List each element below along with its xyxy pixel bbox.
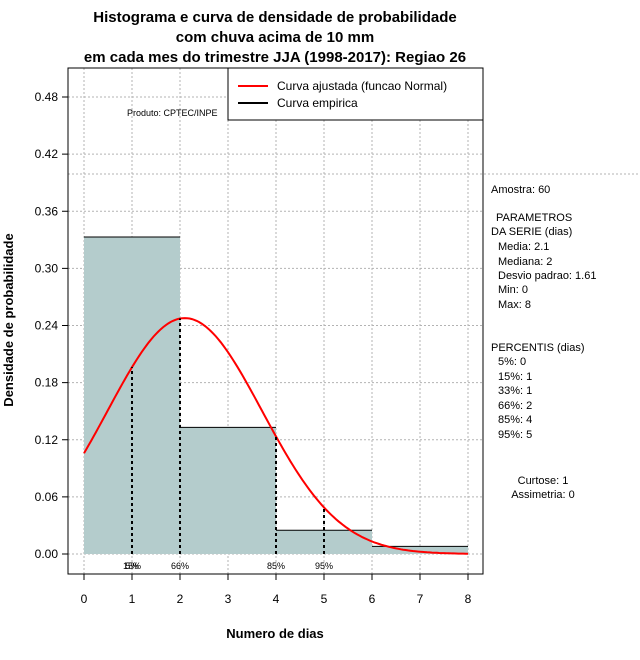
percentile-label-0: 5% xyxy=(125,561,138,571)
pct-85: 85%: 4 xyxy=(498,414,532,426)
chart-title-line-2: com chuva acima de 10 mm xyxy=(176,29,374,46)
y-tick-label-7: 0.42 xyxy=(35,147,59,161)
chart-title-line-1: Histograma e curva de densidade de proba… xyxy=(93,9,456,26)
percentiles-title: PERCENTIS (dias) xyxy=(491,342,585,354)
histogram-bar-1 xyxy=(180,427,276,554)
x-tick-label-3: 3 xyxy=(225,592,232,606)
y-tick-label-1: 0.06 xyxy=(35,490,59,504)
x-tick-label-1: 1 xyxy=(129,592,136,606)
normal-fit-curve xyxy=(83,317,468,555)
skewness: Assimetria: 0 xyxy=(511,489,575,501)
y-axis-label: Densidade de probabilidade xyxy=(1,233,16,406)
parameters-title: PARAMETROS xyxy=(496,212,572,224)
x-tick-label-2: 2 xyxy=(177,592,184,606)
param-median: Mediana: 2 xyxy=(498,256,552,268)
x-tick-label-8: 8 xyxy=(465,592,472,606)
percentile-label-1: 15% xyxy=(123,561,141,571)
pct-33: 33%: 1 xyxy=(498,385,532,397)
pct-95: 95%: 5 xyxy=(498,429,532,441)
percentile-label-4: 95% xyxy=(315,561,333,571)
parameters-subtitle: DA SERIE (dias) xyxy=(491,226,572,238)
legend-empirical-label: Curva empirica xyxy=(277,96,358,110)
legend: Curva ajustada (funcao Normal) Curva emp… xyxy=(227,67,484,121)
param-sd: Desvio padrao: 1.61 xyxy=(498,270,596,282)
pct-66: 66%: 2 xyxy=(498,400,532,412)
y-tick-label-8: 0.48 xyxy=(35,90,59,104)
y-tick-label-5: 0.30 xyxy=(35,261,59,275)
chart-title-line-3: em cada mes do trimestre JJA (1998-2017)… xyxy=(84,49,466,66)
x-tick-label-5: 5 xyxy=(321,592,328,606)
x-axis-label: Numero de dias xyxy=(226,626,324,641)
pct-5: 5%: 0 xyxy=(498,356,526,368)
pct-15: 15%: 1 xyxy=(498,371,532,383)
histogram-bars xyxy=(84,236,468,555)
normal-fit-curve-layer xyxy=(83,317,468,555)
legend-box xyxy=(227,67,484,121)
kurtosis: Curtose: 1 xyxy=(518,475,569,487)
y-tick-label-6: 0.36 xyxy=(35,204,59,218)
y-tick-label-4: 0.24 xyxy=(35,319,59,333)
sample-size: Amostra: 60 xyxy=(491,184,550,196)
param-min: Min: 0 xyxy=(498,284,528,296)
statistics-panel: Amostra: 60 PARAMETROS DA SERIE (dias) M… xyxy=(491,184,596,501)
percentile-label-3: 85% xyxy=(267,561,285,571)
histogram-bar-3 xyxy=(372,546,468,554)
histogram-bar-2 xyxy=(276,530,372,554)
percentile-label-2: 66% xyxy=(171,561,189,571)
y-tick-label-0: 0.00 xyxy=(35,547,59,561)
y-tick-label-2: 0.12 xyxy=(35,433,59,447)
x-tick-label-7: 7 xyxy=(417,592,424,606)
x-tick-label-4: 4 xyxy=(273,592,280,606)
percentile-lines: 5%15% 66% 85% 95% xyxy=(123,318,333,571)
x-tick-label-6: 6 xyxy=(369,592,376,606)
legend-fit-label: Curva ajustada (funcao Normal) xyxy=(277,79,447,93)
x-tick-label-0: 0 xyxy=(81,592,88,606)
param-mean: Media: 2.1 xyxy=(498,241,549,253)
param-max: Max: 8 xyxy=(498,299,531,311)
credit-text: Produto: CPTEC/INPE xyxy=(127,108,218,118)
y-tick-label-3: 0.18 xyxy=(35,376,59,390)
